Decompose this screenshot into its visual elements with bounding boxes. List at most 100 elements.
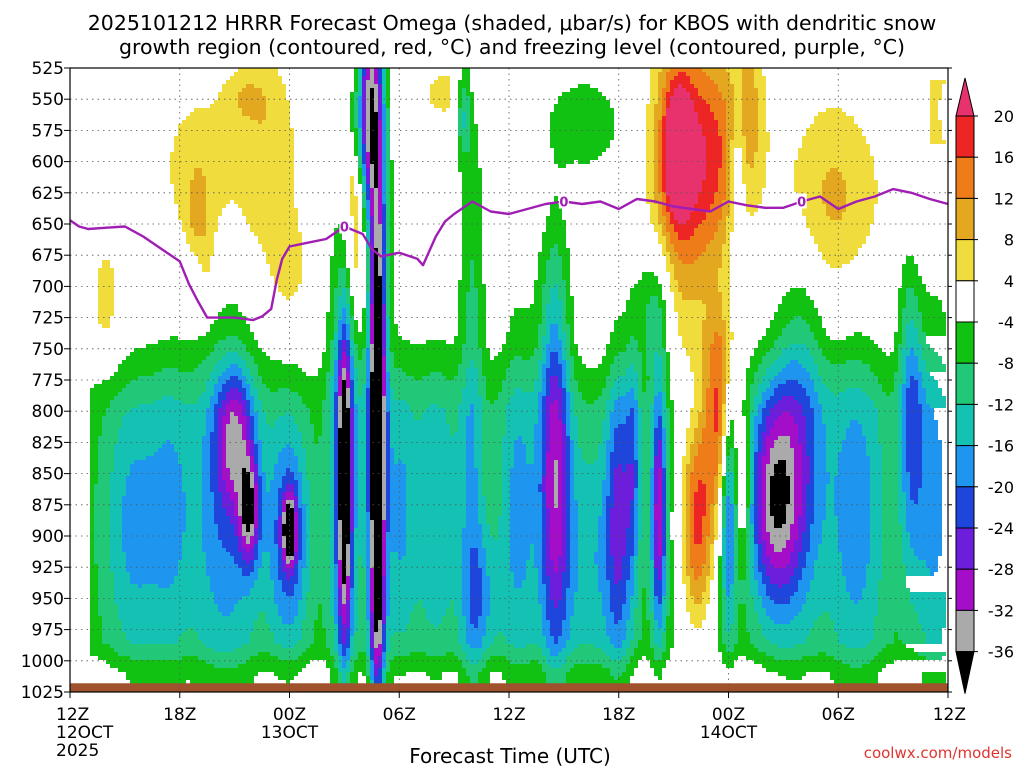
omega-cell <box>770 476 790 480</box>
omega-cell <box>210 400 218 404</box>
omega-cell <box>222 444 226 448</box>
omega-cell <box>650 488 654 492</box>
omega-cell <box>642 428 650 432</box>
omega-cell <box>782 328 810 332</box>
omega-cell <box>898 364 902 368</box>
omega-cell <box>634 388 638 392</box>
omega-cell <box>470 136 478 140</box>
omega-cell <box>470 104 474 108</box>
omega-cell <box>386 196 390 200</box>
omega-cell <box>362 388 366 392</box>
omega-cell <box>314 432 322 436</box>
omega-cell <box>918 360 926 364</box>
omega-cell <box>730 428 734 432</box>
omega-cell <box>386 296 390 300</box>
omega-cell <box>338 472 350 476</box>
omega-cell <box>574 496 602 500</box>
omega-cell <box>462 248 482 252</box>
omega-cell <box>262 88 286 92</box>
omega-cell <box>722 404 726 408</box>
omega-cell <box>206 184 294 188</box>
omega-cell <box>514 456 526 460</box>
omega-cell <box>550 404 558 408</box>
omega-cell <box>222 456 226 460</box>
omega-cell <box>466 464 474 468</box>
omega-cell <box>698 480 702 484</box>
omega-cell <box>102 428 118 432</box>
omega-cell <box>90 508 94 512</box>
omega-cell <box>594 400 606 404</box>
omega-cell <box>686 452 690 456</box>
omega-cell <box>550 336 558 340</box>
omega-cell <box>382 148 386 152</box>
omega-cell <box>766 424 774 428</box>
omega-cell <box>914 348 922 352</box>
omega-cell <box>558 296 566 300</box>
omega-cell <box>922 476 942 480</box>
omega-cell <box>706 176 718 180</box>
omega-cell <box>710 348 722 352</box>
omega-cell <box>550 136 614 140</box>
omega-cell <box>310 412 322 416</box>
omega-cell <box>486 396 498 400</box>
omega-cell <box>662 384 666 388</box>
omega-cell <box>326 328 334 332</box>
omega-cell <box>914 324 922 328</box>
omega-cell <box>730 156 734 160</box>
omega-cell <box>682 508 686 512</box>
omega-cell <box>390 364 394 368</box>
omega-cell <box>750 492 754 496</box>
omega-cell <box>482 412 506 416</box>
omega-cell <box>730 424 734 428</box>
omega-cell <box>634 464 638 468</box>
omega-cell <box>454 336 466 340</box>
omega-cell <box>306 448 330 452</box>
omega-cell <box>906 424 922 428</box>
omega-cell <box>322 424 330 428</box>
omega-cell <box>642 496 650 500</box>
omega-cell <box>686 484 690 488</box>
omega-cell <box>130 464 182 468</box>
omega-cell <box>670 408 674 412</box>
omega-cell <box>914 376 922 380</box>
omega-cell <box>610 464 618 468</box>
omega-cell <box>546 492 554 496</box>
omega-cell <box>274 464 298 468</box>
omega-cell <box>682 260 694 264</box>
omega-cell <box>650 72 658 76</box>
omega-cell <box>578 424 602 428</box>
omega-cell <box>354 72 358 76</box>
omega-cell <box>818 368 870 372</box>
omega-cell <box>190 244 214 248</box>
omega-cell <box>710 108 726 112</box>
omega-cell <box>750 504 754 508</box>
omega-cell <box>662 496 666 500</box>
omega-cell <box>386 220 390 224</box>
omega-cell <box>374 336 382 340</box>
omega-cell <box>478 508 486 512</box>
omega-cell <box>838 460 870 464</box>
omega-cell <box>734 116 742 120</box>
omega-cell <box>794 484 802 488</box>
omega-cell <box>370 196 374 200</box>
omega-cell <box>778 356 814 360</box>
omega-cell <box>350 120 354 124</box>
omega-cell <box>338 388 342 392</box>
omega-cell <box>670 420 674 424</box>
omega-cell <box>650 440 654 444</box>
omega-cell <box>662 460 666 464</box>
omega-cell <box>190 204 206 208</box>
omega-cell <box>482 356 490 360</box>
omega-cell <box>642 476 650 480</box>
omega-cell <box>838 456 870 460</box>
omega-cell <box>758 144 770 148</box>
omega-cell <box>682 468 686 472</box>
omega-cell <box>338 504 350 508</box>
omega-cell <box>462 392 478 396</box>
omega-cell <box>382 492 386 496</box>
omega-cell <box>890 352 898 356</box>
omega-cell <box>646 152 654 156</box>
omega-cell <box>354 148 358 152</box>
omega-cell <box>762 484 766 488</box>
omega-cell <box>358 460 366 464</box>
